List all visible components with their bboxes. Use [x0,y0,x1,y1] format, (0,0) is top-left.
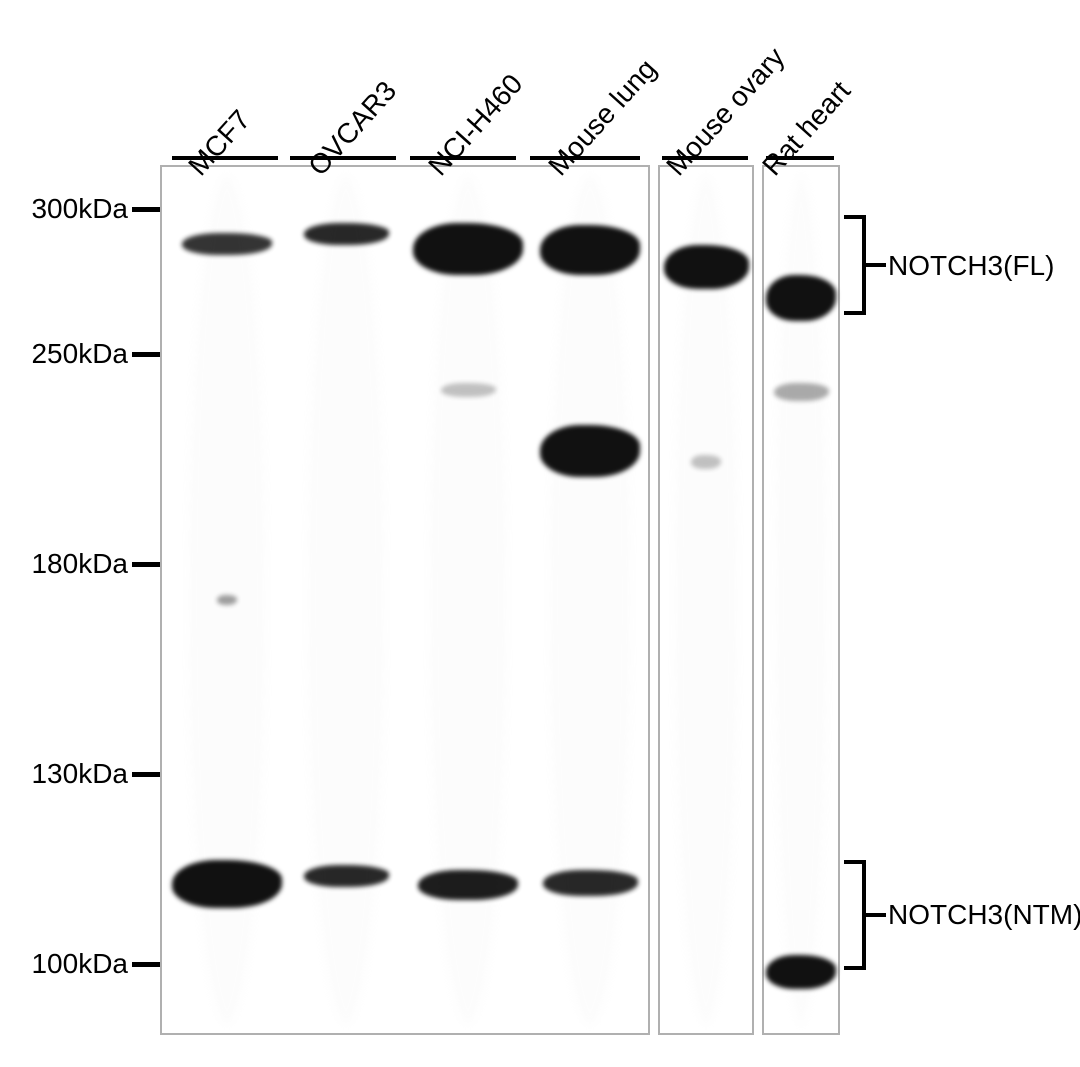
mw-marker-tick [132,352,160,357]
lane-label: Mouse lung [542,53,663,182]
blot-band [441,383,496,397]
annotation-stem-fl [866,263,886,267]
blot-area [160,165,840,1035]
blot-band [217,595,237,605]
lane-underline [172,156,278,160]
mw-marker: 250kDa [0,338,160,370]
mw-marker: 100kDa [0,948,160,980]
blot-band [540,225,640,275]
annotation-bracket-fl [844,215,866,315]
annotation-label: NOTCH3(FL) [888,250,1054,282]
blot-band [413,223,523,275]
mw-ladder: 300kDa 250kDa 180kDa 130kDa 100kDa [0,165,160,1035]
mw-marker: 180kDa [0,548,160,580]
blot-band [182,233,272,255]
lane-smear [549,175,630,1025]
mw-marker-label: 300kDa [0,193,128,225]
blot-band [540,425,640,477]
lane-underline [290,156,396,160]
mw-marker: 300kDa [0,193,160,225]
lane-underline [766,156,834,160]
western-blot-figure: MCF7 OVCAR3 NCI-H460 Mouse lung Mouse ov… [0,0,1080,1067]
blot-band [172,860,282,908]
annotation-stem-ntm [866,913,886,917]
mw-marker-label: 180kDa [0,548,128,580]
lane-smear [674,175,738,1025]
blot-band [766,955,836,989]
blot-band [304,223,389,245]
mw-marker-label: 250kDa [0,338,128,370]
mw-marker-label: 100kDa [0,948,128,980]
blot-band [418,870,518,900]
mw-marker-tick [132,562,160,567]
mw-marker-tick [132,962,160,967]
lane-smear [307,175,385,1025]
lane-underline [530,156,640,160]
annotations-group: NOTCH3(FL) NOTCH3(NTM) [840,165,1080,1035]
blot-band [304,865,389,887]
blot-band [766,275,836,321]
annotation-bracket-ntm [844,860,866,970]
mw-marker-label: 130kDa [0,758,128,790]
annotation-label: NOTCH3(NTM) [888,899,1080,931]
lane-labels-group: MCF7 OVCAR3 NCI-H460 Mouse lung Mouse ov… [0,0,1080,160]
lane-underline [410,156,516,160]
blot-band [543,870,638,896]
blot-band [774,383,829,401]
blot-band [691,455,721,469]
mw-marker-tick [132,207,160,212]
lane-underline [662,156,748,160]
mw-marker: 130kDa [0,758,160,790]
blot-band [664,245,749,289]
mw-marker-tick [132,772,160,777]
